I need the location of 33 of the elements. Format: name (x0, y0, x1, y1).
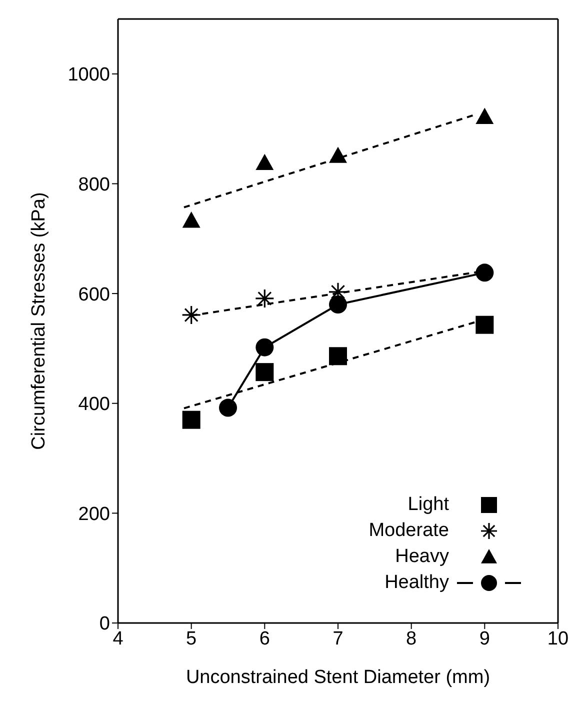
x-tick-label: 10 (547, 628, 569, 650)
point (219, 398, 237, 417)
x-tick-label: 8 (406, 628, 417, 650)
y-tick-label: 400 (78, 394, 110, 416)
point (329, 347, 347, 366)
legend-label: Moderate (368, 519, 449, 543)
point (182, 212, 200, 228)
y-axis-title: Circumferential Stresses (kPa) (28, 192, 50, 450)
point (256, 363, 274, 382)
point (256, 154, 274, 170)
point (329, 146, 347, 163)
x-tick-label: 4 (112, 628, 124, 650)
point (254, 288, 274, 308)
point (182, 410, 200, 429)
legend-label: Healthy (384, 571, 449, 595)
y-tick-label: 200 (78, 504, 110, 525)
x-tick-label: 7 (332, 628, 344, 650)
legend-label: Heavy (395, 545, 449, 569)
y-tick-label: 1000 (68, 64, 110, 86)
y-tick-label: 600 (78, 284, 110, 306)
point (182, 305, 202, 325)
y-tick-label: 0 (99, 614, 110, 635)
point (329, 296, 347, 314)
point (476, 264, 494, 282)
point (256, 338, 274, 356)
x-tick-label: 6 (259, 628, 270, 650)
y-tick-label: 800 (78, 174, 110, 196)
point (476, 108, 494, 124)
x-tick-label: 9 (479, 628, 490, 650)
point (476, 316, 494, 334)
x-tick-label: 5 (186, 628, 197, 650)
legend-label: Light (408, 493, 449, 517)
x-axis-title: Unconstrained Stent Diameter (mm) (186, 667, 490, 688)
